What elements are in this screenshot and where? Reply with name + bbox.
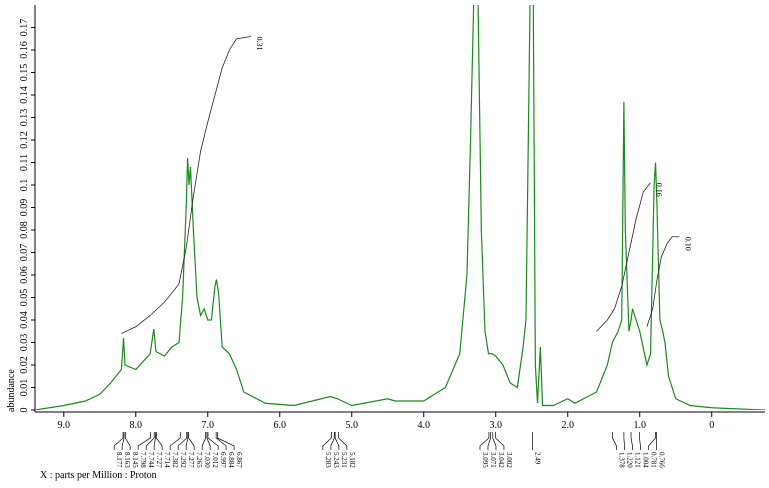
peak-marker: [487, 432, 491, 450]
peak-label: 7.744: [147, 452, 155, 468]
peak-marker: [492, 432, 497, 450]
peak-marker: [185, 432, 189, 450]
y-tick-label: 0.07: [19, 244, 30, 262]
peak-label: 3.071: [489, 452, 497, 468]
peak-label: 5.283: [324, 452, 332, 468]
peak-label: 1.121: [633, 452, 641, 468]
peak-marker: [322, 432, 332, 450]
x-tick-label: 5.0: [346, 420, 359, 431]
peak-marker: [639, 432, 641, 450]
x-tick-label: 0: [709, 420, 714, 431]
peak-marker: [330, 432, 335, 450]
integral-label: 0.16: [655, 183, 664, 197]
peak-label: 6.884: [227, 452, 235, 468]
peak-label: 7.714: [163, 452, 171, 468]
integral-curve: [121, 36, 252, 334]
peak-marker: [121, 432, 125, 450]
peak-label: 5.243: [332, 452, 340, 468]
y-tick-label: 0.17: [19, 19, 30, 37]
peak-label: 8.177: [115, 452, 123, 468]
peak-label: 1.220: [625, 452, 633, 468]
peak-marker: [177, 432, 188, 450]
peak-label: 2.49: [533, 452, 541, 465]
peak-label: 3.095: [481, 452, 489, 468]
peak-label: 0.766: [657, 452, 665, 468]
peak-marker: [145, 432, 155, 450]
peak-marker: [113, 432, 124, 450]
y-tick-label: 0.1: [19, 179, 30, 192]
peak-marker: [334, 432, 340, 450]
peak-marker: [648, 432, 656, 450]
peak-label: 7.277: [187, 452, 195, 468]
x-tick-label: 6.0: [274, 420, 287, 431]
peak-label: 6.867: [235, 452, 243, 468]
y-tick-label: 0.06: [19, 266, 30, 284]
y-tick-label: 0.16: [19, 41, 30, 59]
peak-marker: [206, 432, 211, 450]
integral-label: 0.10: [683, 237, 692, 251]
peak-label: 7.265: [195, 452, 203, 468]
spectrum-line: [35, 5, 765, 410]
x-tick-label: 2.0: [561, 420, 574, 431]
peak-label: 8.163: [123, 452, 131, 468]
peak-marker: [188, 432, 195, 450]
peak-marker: [612, 432, 617, 450]
peak-marker: [623, 432, 625, 450]
y-tick-label: 0.03: [19, 334, 30, 352]
peak-marker: [630, 432, 633, 450]
peak-label: 3.002: [505, 452, 513, 468]
peak-label: 3.042: [497, 452, 505, 468]
peak-label: 8.145: [131, 452, 139, 468]
peak-label: 1.004: [641, 452, 649, 468]
y-tick-label: 0: [19, 408, 30, 413]
peak-label: 7.292: [179, 452, 187, 468]
peak-label: 7.798: [139, 452, 147, 468]
y-axis-label: abundance: [6, 369, 17, 412]
peak-label: 7.382: [171, 452, 179, 468]
peak-marker: [495, 432, 505, 450]
peak-label: 1.378: [617, 452, 625, 468]
peak-marker: [169, 432, 181, 450]
y-tick-label: 0.02: [19, 356, 30, 374]
peak-marker: [153, 432, 156, 450]
integral-curve: [596, 182, 651, 332]
peak-marker: [156, 432, 163, 450]
y-tick-label: 0.05: [19, 289, 30, 307]
peak-marker: [338, 432, 348, 450]
x-tick-label: 8.0: [130, 420, 143, 431]
peak-label: 7.012: [211, 452, 219, 468]
peak-label: 5.182: [348, 452, 356, 468]
peak-marker: [215, 432, 227, 450]
y-tick-label: 0.13: [19, 109, 30, 127]
y-tick-label: 0.14: [19, 86, 30, 104]
x-tick-label: 4.0: [418, 420, 431, 431]
peak-label: 6.997: [219, 452, 227, 468]
peak-label: 7.727: [155, 452, 163, 468]
y-tick-label: 0.04: [19, 311, 30, 329]
peak-marker: [125, 432, 131, 450]
integral-curve: [646, 236, 680, 327]
peak-marker: [207, 432, 219, 450]
y-tick-label: 0.11: [19, 154, 30, 171]
x-axis-label: X : parts per Million : Proton: [40, 470, 157, 481]
peak-label: 0.781: [649, 452, 657, 468]
peak-label: 7.030: [203, 452, 211, 468]
y-tick-label: 0.15: [19, 64, 30, 82]
plot-area: [35, 5, 765, 410]
x-tick-label: 1.0: [633, 420, 646, 431]
x-tick-label: 3.0: [489, 420, 502, 431]
peak-marker: [201, 432, 206, 450]
peak-marker: [479, 432, 490, 450]
peak-marker: [137, 432, 151, 450]
y-tick-label: 0.09: [19, 199, 30, 217]
x-tick-label: 7.0: [202, 420, 215, 431]
x-tick-label: 9.0: [58, 420, 71, 431]
y-tick-label: 0.12: [19, 131, 30, 149]
integral-label: 0.31: [255, 37, 264, 51]
peak-label: 5.231: [340, 452, 348, 468]
peak-marker: [217, 432, 235, 450]
y-tick-label: 0.08: [19, 221, 30, 239]
y-tick-label: 0.01: [19, 379, 30, 397]
